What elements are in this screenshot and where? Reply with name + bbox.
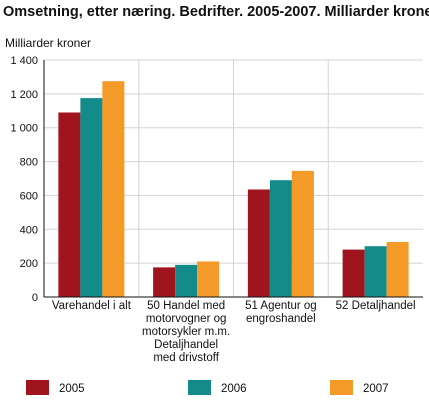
y-tick-label: 1 000 (10, 123, 38, 135)
legend-label: 2005 (59, 383, 85, 395)
x-tick-label: motorsykler m.m. (142, 326, 230, 338)
y-tick-label: 600 (20, 190, 38, 202)
y-tick-label: 400 (20, 224, 38, 236)
bar (80, 98, 103, 297)
bar (386, 241, 409, 297)
legend: 2005 2006 2007 (26, 380, 389, 395)
bar (269, 180, 292, 297)
bar (342, 249, 365, 297)
x-tick-label: 50 Handel med (147, 300, 225, 312)
y-tick-label: 200 (20, 258, 38, 270)
x-tick-label: Varehandel i alt (52, 300, 132, 312)
legend-swatch (26, 380, 49, 395)
bar (58, 112, 81, 297)
x-tick-label: Detaljhandel (154, 339, 218, 351)
bar (197, 261, 220, 297)
x-tick-label: 51 Agentur og (245, 300, 317, 312)
chart-title: Omsetning, etter næring. Bedrifter. 2005… (3, 4, 429, 20)
bar (175, 264, 198, 297)
x-tick-label: med drivstoff (153, 352, 219, 364)
bar (291, 170, 314, 297)
legend-swatch (330, 380, 353, 395)
bar (364, 246, 387, 297)
x-tick-label: motorvogner og (146, 313, 227, 325)
legend-label: 2007 (363, 383, 389, 395)
legend-label: 2006 (221, 383, 247, 395)
plot-area: 0 200 400 600 800 1 000 1 200 1 400 Varehandel i… (10, 55, 423, 364)
y-tick-label: 800 (20, 157, 38, 169)
y-tick-label: 0 (32, 292, 38, 304)
bar (247, 189, 270, 297)
x-tick-label: 52 Detaljhandel (336, 300, 416, 312)
x-tick-label: engroshandel (246, 313, 316, 325)
y-tick-label: 1 400 (10, 55, 38, 67)
legend-swatch (188, 380, 211, 395)
y-tick-label: 1 200 (10, 89, 38, 101)
bar (102, 81, 125, 298)
y-axis-label: Milliarder kroner (5, 36, 91, 50)
bar (153, 267, 176, 297)
